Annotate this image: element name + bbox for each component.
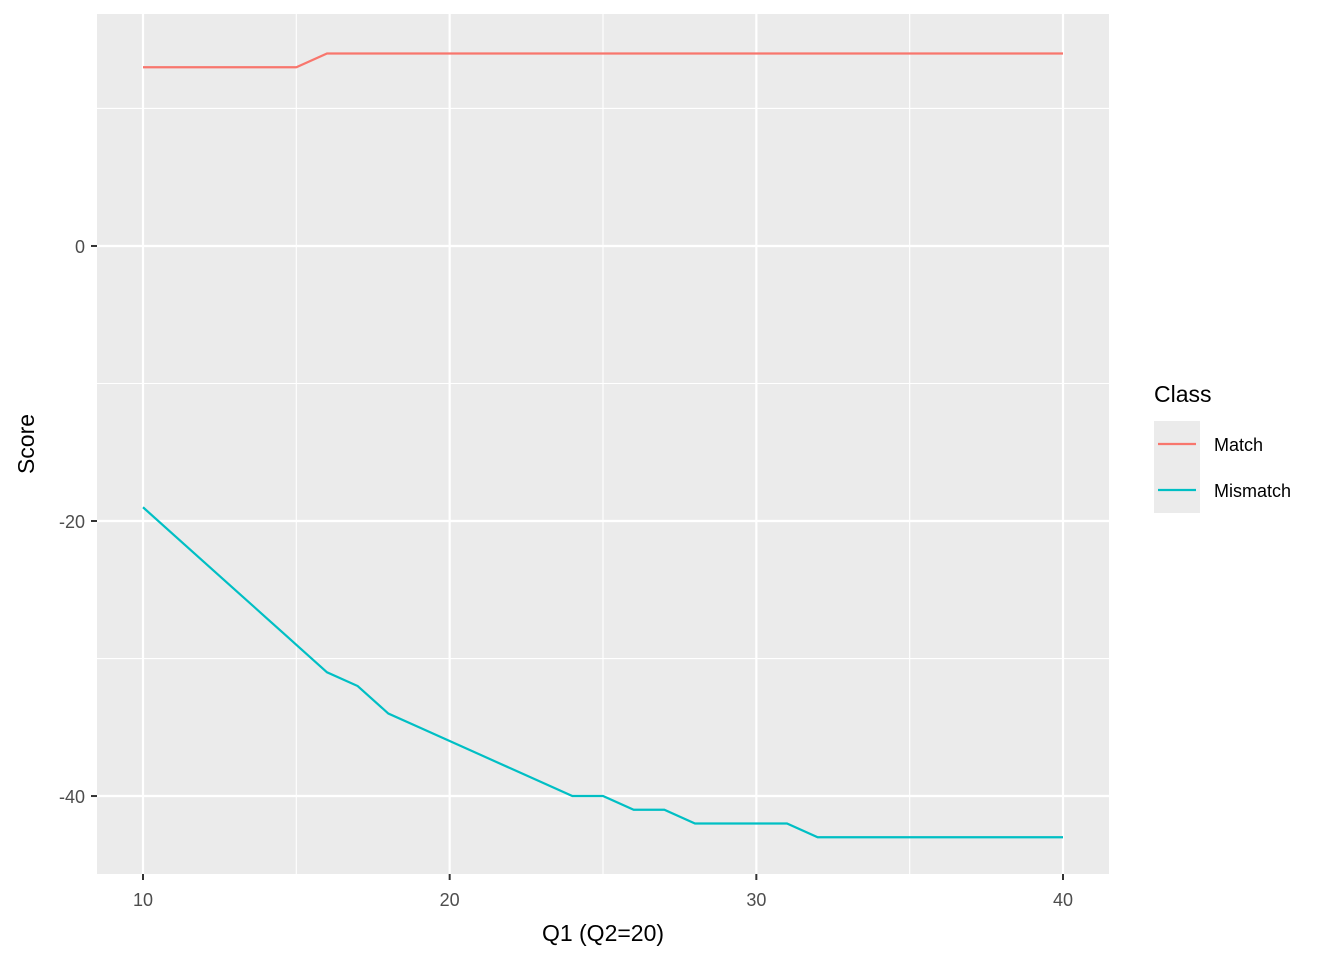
y-axis: 0 -20 -40 bbox=[59, 237, 97, 807]
y-axis-label: Score bbox=[13, 414, 39, 474]
x-axis-label: Q1 (Q2=20) bbox=[542, 920, 664, 946]
y-tick-label: -20 bbox=[59, 512, 85, 532]
series-line-mismatch bbox=[142, 506, 1063, 839]
x-axis: 10 20 30 40 bbox=[133, 874, 1073, 910]
minor-gridlines bbox=[97, 14, 1109, 874]
y-tick-label: -40 bbox=[59, 787, 85, 807]
major-gridlines bbox=[97, 14, 1109, 874]
x-tick-label: 20 bbox=[440, 890, 460, 910]
legend-label: Mismatch bbox=[1214, 481, 1291, 501]
series-lines bbox=[142, 52, 1063, 839]
x-tick-label: 40 bbox=[1053, 890, 1073, 910]
legend-label: Match bbox=[1214, 435, 1263, 455]
x-tick-label: 10 bbox=[133, 890, 153, 910]
x-tick-label: 30 bbox=[746, 890, 766, 910]
series-line-match bbox=[143, 52, 1063, 69]
legend-title: Class bbox=[1154, 381, 1212, 407]
y-tick-label: 0 bbox=[75, 237, 85, 257]
legend: Class Match Mismatch bbox=[1154, 381, 1291, 513]
